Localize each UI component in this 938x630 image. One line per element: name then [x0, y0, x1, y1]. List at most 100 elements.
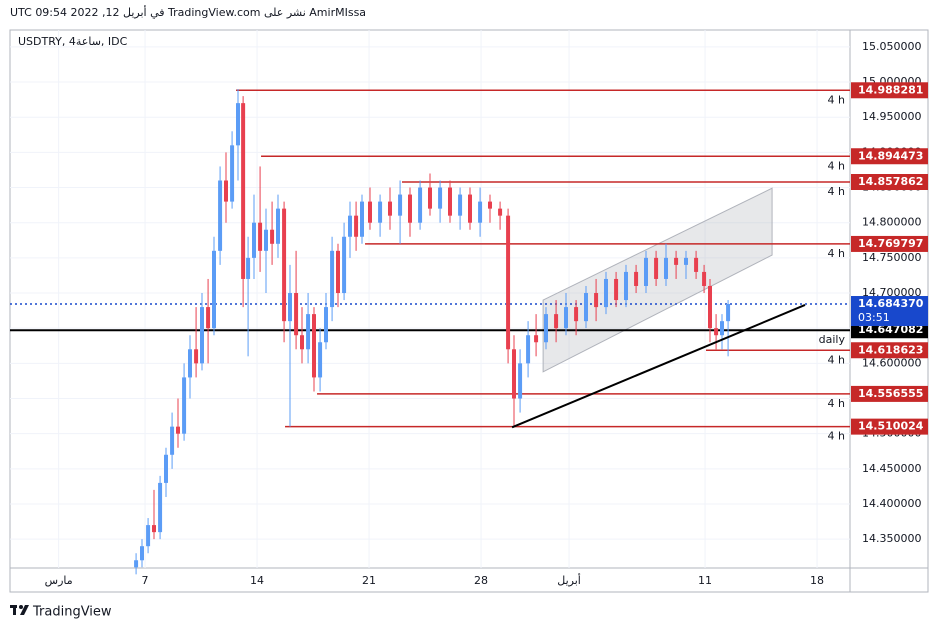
countdown: 03:51	[858, 311, 890, 324]
candle-body	[300, 335, 304, 350]
candle-body	[200, 307, 204, 364]
y-tick-label: 14.450000	[862, 462, 922, 475]
candle-body	[170, 426, 175, 455]
level-price-label: 14.556555	[858, 387, 923, 400]
logo	[10, 605, 29, 615]
level-price-label: 14.618623	[858, 343, 923, 356]
x-tick-label: 28	[474, 574, 488, 587]
candle-body	[506, 215, 511, 350]
x-tick-label: 11	[698, 574, 712, 587]
candle-body	[674, 257, 679, 265]
level-price-label: 14.510024	[858, 420, 924, 433]
symbol-label: USDTRY, 4ساعة, IDC	[18, 35, 128, 48]
candle-body	[348, 215, 352, 237]
candle-body	[360, 201, 364, 237]
level-price-box	[851, 342, 928, 359]
candle-body	[368, 201, 372, 223]
y-tick-label: 14.350000	[862, 532, 922, 545]
candle-body	[388, 201, 392, 216]
logo-mark	[19, 605, 23, 609]
level-price-box	[851, 82, 928, 99]
candle-body	[594, 293, 599, 308]
candle-body	[458, 194, 463, 216]
candle-body	[194, 349, 199, 364]
candle-body	[584, 293, 588, 322]
level-price-box	[851, 385, 928, 402]
y-tick-label: 14.400000	[862, 497, 922, 510]
candle-body	[288, 293, 292, 322]
level-interval: 4 h	[828, 185, 845, 198]
candle-body	[312, 314, 316, 378]
level-price-box	[851, 235, 928, 252]
logo-mark	[20, 605, 29, 615]
x-tick-label: أبريل	[557, 573, 581, 587]
candle-body	[212, 250, 216, 329]
level-interval: 4 h	[828, 159, 845, 172]
candle-body	[176, 426, 180, 434]
y-tick-label: 15.050000	[862, 40, 922, 53]
logo-mark	[13, 605, 16, 615]
candle-body	[438, 187, 443, 209]
candle-body	[702, 271, 707, 286]
current-price-label: 14.684370	[858, 297, 924, 310]
candle-body	[418, 187, 423, 223]
candle-body	[544, 314, 548, 343]
candle-body	[554, 314, 559, 329]
candle-body	[512, 349, 516, 399]
x-tick-label: 21	[362, 574, 376, 587]
candle-body	[218, 180, 223, 251]
y-tick-label: 14.750000	[862, 251, 922, 264]
candle-body	[282, 208, 287, 322]
candle-body	[726, 304, 731, 322]
candle-body	[624, 271, 628, 301]
x-tick-label: 18	[810, 574, 824, 587]
candle-body	[270, 229, 275, 244]
candle-body	[448, 187, 452, 216]
candle-body	[336, 250, 340, 294]
candle-body	[714, 328, 719, 336]
daily-price-box	[851, 322, 928, 339]
candle-body	[182, 377, 187, 434]
candle-body	[574, 307, 579, 322]
candle-body	[498, 208, 503, 216]
candle-body	[224, 180, 228, 202]
current-price-box	[851, 296, 928, 327]
candle-body	[428, 187, 432, 209]
candle-body	[654, 257, 659, 279]
brand: TradingView	[32, 605, 112, 620]
y-tick-label: 14.700000	[862, 286, 922, 299]
candle-body	[534, 335, 539, 343]
x-tick-label: 14	[250, 574, 264, 587]
candle-body	[152, 525, 156, 533]
candle-body	[408, 194, 412, 223]
candle-body	[526, 335, 531, 364]
candle-body	[708, 285, 712, 329]
candle-body	[252, 222, 256, 258]
level-interval: 4 h	[828, 93, 845, 106]
candle-body	[694, 257, 699, 272]
y-tick-label: 14.950000	[862, 110, 922, 123]
candle-body	[318, 342, 323, 378]
level-interval: 4 h	[828, 430, 845, 443]
candle-body	[398, 194, 403, 216]
candle-body	[294, 293, 299, 336]
candle-body	[518, 363, 523, 399]
level-price-label: 14.894473	[858, 149, 923, 162]
candle-body	[134, 560, 139, 568]
level-interval: 4 h	[828, 353, 845, 366]
candle-body	[241, 103, 246, 279]
candle-body	[634, 271, 639, 286]
daily-price-label: 14.647082	[858, 323, 923, 336]
candle-body	[246, 257, 251, 279]
candle-body	[664, 257, 668, 279]
x-tick-label: 7	[142, 574, 149, 587]
candle-body	[164, 454, 168, 483]
level-price-label: 14.769797	[858, 237, 923, 250]
level-price-label: 14.857862	[858, 175, 923, 188]
header: AmirMIssa نشر على TradingView.com في أبر…	[10, 6, 367, 19]
candle-body	[468, 194, 472, 223]
candle-body	[158, 482, 163, 533]
candle-body	[324, 307, 328, 343]
